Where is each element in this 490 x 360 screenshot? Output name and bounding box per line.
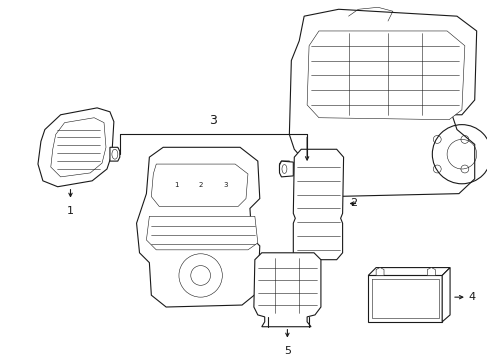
Polygon shape — [442, 267, 450, 322]
Text: 3: 3 — [223, 182, 227, 188]
Polygon shape — [151, 164, 248, 206]
Polygon shape — [376, 267, 384, 275]
Polygon shape — [279, 161, 294, 177]
Polygon shape — [254, 253, 321, 327]
Polygon shape — [38, 108, 114, 187]
Text: 3: 3 — [210, 114, 218, 127]
Ellipse shape — [281, 163, 286, 171]
Polygon shape — [137, 147, 260, 307]
Text: 1: 1 — [67, 206, 74, 216]
Text: 1: 1 — [174, 182, 178, 188]
Polygon shape — [147, 216, 258, 250]
Polygon shape — [307, 31, 465, 120]
Polygon shape — [51, 118, 106, 177]
Polygon shape — [368, 275, 442, 322]
Polygon shape — [279, 161, 290, 174]
Polygon shape — [368, 267, 450, 275]
Ellipse shape — [112, 149, 118, 159]
Ellipse shape — [282, 165, 287, 174]
Polygon shape — [110, 147, 120, 161]
Text: 2: 2 — [350, 198, 358, 208]
Polygon shape — [427, 267, 435, 275]
Text: 5: 5 — [284, 346, 291, 356]
Polygon shape — [294, 149, 343, 260]
Text: 4: 4 — [469, 292, 476, 302]
Text: 2: 2 — [198, 182, 203, 188]
Polygon shape — [290, 9, 477, 197]
